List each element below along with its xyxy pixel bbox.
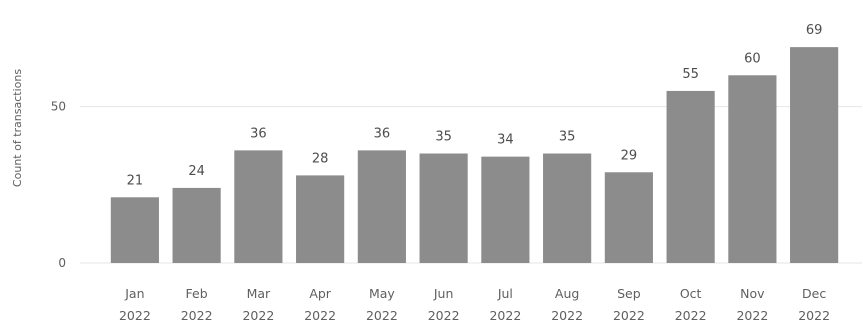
y-tick-label: 50 (51, 100, 66, 114)
data-label: 24 (188, 164, 205, 179)
x-tick-label-year: 2022 (736, 308, 768, 323)
y-axis-tick-labels: 0 50 (51, 100, 66, 270)
bars (110, 47, 839, 264)
bar[interactable] (172, 187, 221, 263)
data-label: 34 (497, 133, 514, 148)
x-tick-label-month: Sep (617, 286, 641, 301)
bar[interactable] (604, 172, 653, 263)
x-tick-label-month: Jun (433, 286, 454, 301)
bar[interactable] (728, 75, 777, 264)
bar[interactable] (666, 90, 715, 263)
bar[interactable] (481, 156, 530, 263)
bar[interactable] (419, 153, 468, 264)
x-tick-label-month: Aug (555, 286, 579, 301)
x-tick-label-year: 2022 (675, 308, 707, 323)
bar[interactable] (110, 197, 159, 263)
x-tick-label-year: 2022 (242, 308, 274, 323)
y-axis-title: Count of transactions (11, 69, 24, 187)
x-tick-label-month: Mar (247, 286, 271, 301)
bar[interactable] (357, 150, 406, 263)
x-axis-labels: Jan 2022 Feb 2022 Mar 2022 Apr 2022 May 2022 Jun 20… (119, 286, 830, 323)
bar[interactable] (543, 153, 592, 264)
x-tick-label-year: 2022 (119, 308, 151, 323)
bar[interactable] (296, 175, 345, 263)
data-labels: 21 24 36 28 36 35 34 35 29 55 60 69 (127, 23, 823, 188)
x-tick-label-year: 2022 (428, 308, 460, 323)
x-tick-label-year: 2022 (613, 308, 645, 323)
x-tick-label-month: Jan (124, 286, 144, 301)
x-tick-label-year: 2022 (366, 308, 398, 323)
data-label: 35 (435, 130, 452, 145)
x-tick-label-month: Apr (309, 286, 331, 301)
data-label: 28 (312, 151, 329, 166)
data-label: 35 (559, 130, 576, 145)
data-label: 21 (127, 173, 144, 188)
bar[interactable] (790, 47, 839, 263)
data-label: 29 (621, 148, 638, 163)
x-tick-label-year: 2022 (551, 308, 583, 323)
x-tick-label-month: Jul (497, 286, 513, 301)
x-tick-label-month: Dec (802, 286, 826, 301)
data-label: 55 (682, 67, 699, 82)
data-label: 69 (806, 23, 823, 38)
data-label: 36 (250, 126, 267, 141)
x-tick-label-month: Oct (680, 286, 702, 301)
x-tick-label-year: 2022 (489, 308, 521, 323)
x-tick-label-year: 2022 (304, 308, 336, 323)
x-tick-label-month: May (369, 286, 395, 301)
data-label: 60 (744, 51, 761, 66)
x-tick-label-month: Feb (186, 286, 208, 301)
x-tick-label-year: 2022 (798, 308, 830, 323)
x-tick-label-year: 2022 (181, 308, 213, 323)
data-label: 36 (374, 126, 391, 141)
bar[interactable] (234, 150, 283, 263)
x-tick-label-month: Nov (740, 286, 765, 301)
y-tick-label: 0 (58, 256, 66, 270)
